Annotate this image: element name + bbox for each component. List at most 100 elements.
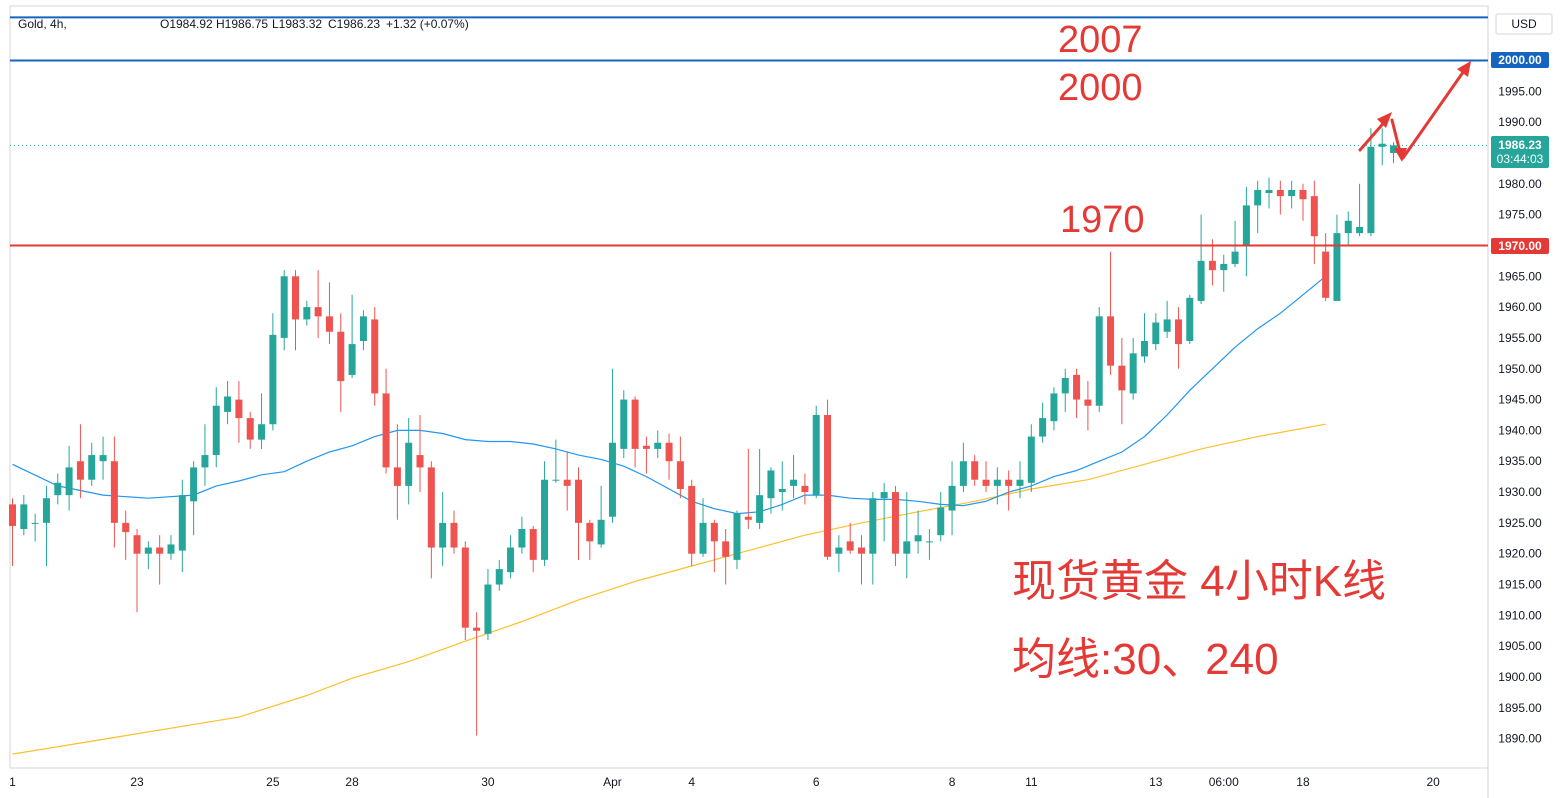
candle-body <box>654 442 662 449</box>
candle <box>167 535 175 560</box>
candle <box>982 461 990 493</box>
candle <box>1242 186 1250 277</box>
candle-body <box>971 461 979 480</box>
candle <box>676 436 684 499</box>
y-tick-label: 1990.00 <box>1498 115 1542 129</box>
candle-body <box>303 307 311 320</box>
candle-body <box>1027 436 1035 483</box>
candle-body <box>190 467 198 502</box>
candle-body <box>790 479 798 486</box>
y-tick-label: 1925.00 <box>1498 516 1542 530</box>
x-tick-label: 30 <box>481 775 495 789</box>
candle <box>1027 424 1035 493</box>
candle <box>9 498 16 567</box>
candle-body <box>880 492 888 499</box>
candle-body <box>224 396 232 412</box>
x-tick-label: 06:00 <box>1209 775 1239 789</box>
arrow-head-1 <box>1377 112 1392 128</box>
candle <box>1118 337 1126 425</box>
candle <box>586 519 594 560</box>
candle <box>1050 387 1058 431</box>
candle-body <box>597 519 605 545</box>
candle <box>552 439 560 483</box>
candle-body <box>1107 316 1115 366</box>
candle <box>790 455 798 499</box>
candle-body <box>756 495 764 523</box>
candle <box>178 479 186 573</box>
x-tick-label: Apr <box>603 775 622 789</box>
candle <box>201 424 209 486</box>
candle-body <box>1231 251 1239 264</box>
candle-body <box>1299 189 1307 200</box>
current-price-tag: 1986.23 03:44:03 <box>1491 136 1549 168</box>
candle-body <box>258 424 266 440</box>
candle <box>1310 180 1318 264</box>
currency-button[interactable] <box>1495 13 1553 35</box>
candle-body <box>1118 365 1126 391</box>
candle-body <box>722 541 730 557</box>
y-tick-label: 1935.00 <box>1498 454 1542 468</box>
candle <box>393 424 401 520</box>
y-tick-label: 1890.00 <box>1498 732 1542 746</box>
candle <box>835 535 843 573</box>
annotation-2007: 2007 <box>1058 19 1143 61</box>
candle <box>235 381 243 443</box>
svg-text:1970.00: 1970.00 <box>1498 239 1542 253</box>
candle <box>1073 368 1081 419</box>
candle <box>1344 211 1352 246</box>
x-tick-label: 8 <box>949 775 956 789</box>
candle-body <box>993 479 1001 486</box>
projection-arrows[interactable] <box>1358 61 1471 162</box>
candle-body <box>201 455 209 468</box>
candle <box>1163 300 1171 338</box>
candle <box>1276 180 1284 215</box>
candle <box>427 461 435 579</box>
candle-body <box>9 504 16 526</box>
candle-body <box>1141 341 1148 357</box>
candle <box>1039 402 1047 443</box>
candle-body <box>1288 189 1296 197</box>
caption-ma: 均线:30、240 <box>1012 635 1279 684</box>
candle <box>744 448 752 530</box>
candle <box>665 433 673 480</box>
candle-body <box>54 482 62 496</box>
candle-body <box>495 569 503 585</box>
candle-body <box>642 445 650 449</box>
candle <box>156 535 164 585</box>
candle-body <box>20 504 28 530</box>
candle <box>1254 180 1262 234</box>
candle <box>597 485 605 548</box>
candle <box>1367 128 1375 237</box>
candle <box>688 479 696 567</box>
candle-body <box>824 414 832 557</box>
candle <box>224 381 232 425</box>
y-tick-label: 1955.00 <box>1498 331 1542 345</box>
candle-body <box>665 442 673 462</box>
candle-body <box>1367 146 1375 234</box>
candle <box>903 492 911 579</box>
candle-body <box>959 461 967 486</box>
candle <box>337 313 345 412</box>
candle-body <box>122 522 130 533</box>
candle-body <box>212 405 220 456</box>
candle <box>937 492 945 542</box>
candle <box>1356 183 1364 237</box>
x-tick-label: 11 <box>1025 775 1038 789</box>
candle <box>1061 368 1069 412</box>
candle <box>1174 307 1182 369</box>
legend-symbol: Gold, 4h, <box>18 17 67 31</box>
candle-body <box>1061 377 1069 394</box>
candle-body <box>450 522 458 548</box>
candle-body <box>1356 226 1364 234</box>
candle <box>246 411 254 449</box>
candle-body <box>869 498 877 554</box>
candle-body <box>586 522 594 542</box>
candle-body <box>1220 263 1228 271</box>
candle-body <box>744 516 752 520</box>
candle <box>1208 239 1216 286</box>
candle-body <box>416 455 424 468</box>
candle-body <box>484 584 492 634</box>
candle-body <box>42 498 50 523</box>
plot-pane[interactable] <box>9 5 1489 769</box>
